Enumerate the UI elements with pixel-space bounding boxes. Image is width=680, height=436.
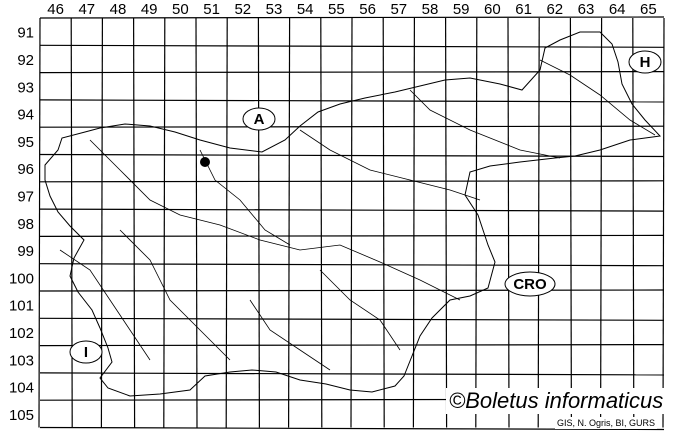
row-label: 100 [9, 270, 34, 287]
country-label-croatia: CRO [504, 271, 556, 297]
grid-horizontal-line [39, 208, 665, 212]
grid-vertical-line [537, 17, 540, 428]
grid-vertical-line [599, 17, 603, 428]
column-label: 58 [422, 1, 439, 18]
row-label: 91 [17, 25, 34, 42]
grid-vertical-line [662, 17, 665, 428]
row-label: 103 [9, 352, 34, 369]
grid-vertical-line [195, 17, 198, 428]
grid-horizontal-line [39, 234, 665, 237]
grid-vertical-line [100, 17, 103, 428]
column-label: 54 [297, 1, 314, 18]
record-marker [200, 157, 210, 167]
row-label: 101 [9, 298, 34, 315]
column-label: 52 [234, 1, 251, 18]
row-label: 94 [17, 107, 34, 124]
row-label: 97 [17, 188, 34, 205]
grid-horizontal-line [39, 153, 665, 158]
column-label: 63 [578, 1, 595, 18]
column-label: 46 [47, 1, 64, 18]
row-label: 105 [9, 407, 34, 424]
country-label-austria: A [242, 107, 276, 131]
country-label-text: H [640, 54, 651, 71]
grid-vertical-line [412, 17, 415, 428]
rivers [59, 59, 656, 371]
column-label: 51 [203, 1, 220, 18]
grid-vertical-line [350, 17, 353, 428]
column-label: 55 [328, 1, 345, 18]
column-label: 49 [141, 1, 158, 18]
grid-vertical-line [569, 17, 573, 428]
grid-vertical-line [320, 17, 323, 428]
grid-horizontal-line [39, 44, 665, 48]
column-label: 60 [484, 1, 501, 18]
grid-vertical-line [382, 17, 385, 428]
row-label: 96 [17, 161, 34, 178]
grid-lines [38, 16, 665, 431]
grid-vertical-line [133, 17, 136, 428]
row-label: 95 [17, 134, 34, 151]
row-label: 99 [17, 243, 34, 260]
grid-vertical-line [445, 17, 448, 428]
grid-horizontal-line [39, 426, 665, 431]
column-label: 61 [515, 1, 532, 18]
grid-horizontal-line [39, 372, 665, 376]
grid-horizontal-line [39, 180, 665, 183]
column-label: 56 [359, 1, 376, 18]
column-label: 59 [453, 1, 470, 18]
country-border [44, 31, 662, 397]
row-label: 104 [9, 380, 34, 397]
country-label-text: I [84, 344, 88, 361]
grid-horizontal-line [39, 317, 665, 321]
column-label: 50 [172, 1, 189, 18]
grid-horizontal-line [39, 125, 665, 128]
credit-text: ©Boletus informaticus [446, 388, 667, 414]
grid-horizontal-line [39, 263, 665, 267]
grid-vertical-line [288, 17, 291, 428]
grid-vertical-line [163, 17, 166, 428]
grid-horizontal-line [39, 344, 665, 347]
grid-vertical-line [475, 17, 478, 428]
column-label: 62 [546, 1, 563, 18]
row-label: 92 [17, 52, 34, 69]
grid-horizontal-line [39, 16, 665, 19]
column-label: 48 [110, 1, 127, 18]
source-text: GIS, N. Ogris, BI, GURS [555, 417, 658, 429]
grid-vertical-line [632, 17, 635, 428]
country-label-hungary: H [628, 50, 662, 74]
grid-vertical-line [70, 17, 73, 428]
row-label: 102 [9, 325, 34, 342]
grid-vertical-line [225, 17, 228, 428]
column-labels: 46 47 48 49 50 51 52 53 54 55 56 57 58 59 60 61 62 63 64 65 [47, 1, 656, 18]
column-label: 64 [609, 1, 626, 18]
grid-vertical-line [507, 17, 510, 428]
column-label: 53 [266, 1, 283, 18]
row-label: 98 [17, 216, 34, 233]
row-label: 93 [17, 79, 34, 96]
column-label: 57 [390, 1, 407, 18]
row-labels: 91 92 93 94 95 96 97 98 99 100 101 102 103 104 105 [9, 25, 34, 424]
country-label-text: A [254, 111, 265, 128]
grid-vertical-line [38, 17, 41, 428]
grid-horizontal-line [39, 289, 665, 292]
country-label-text: CRO [513, 276, 547, 293]
column-label: 47 [78, 1, 95, 18]
column-label: 65 [640, 1, 657, 18]
grid-horizontal-line [39, 70, 665, 74]
country-label-italy: I [69, 340, 103, 364]
